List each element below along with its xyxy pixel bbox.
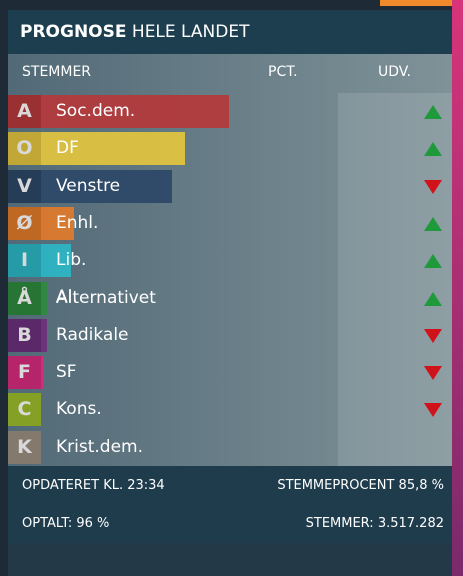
trend-arrow <box>424 179 442 194</box>
header: PROGNOSE HELE LANDET <box>8 10 452 54</box>
party-letter: Ø <box>8 206 41 240</box>
party-letter: O <box>8 132 41 166</box>
party-name: Alternativet <box>56 287 156 308</box>
column-header: STEMMER <box>22 64 92 80</box>
party-name: SF <box>56 362 77 383</box>
trend-arrow <box>424 216 442 231</box>
trend-arrow <box>424 328 442 343</box>
column-header: PCT. <box>268 64 298 80</box>
bar <box>8 95 229 128</box>
trend-arrow <box>424 105 442 119</box>
trend-arrow <box>424 254 442 269</box>
trend-arrow <box>424 403 442 418</box>
turnout: STEMMEPROCENT 85,8 % <box>277 478 444 493</box>
column-header: UDV. <box>378 64 412 80</box>
party-letter: V <box>8 169 41 203</box>
party-name: Enhl. <box>56 212 99 233</box>
party-letter: C <box>8 393 41 427</box>
party-name: Krist.dem. <box>56 436 144 457</box>
party-letter: A <box>8 95 41 128</box>
trend-arrow <box>424 366 442 381</box>
trend-arrow <box>424 142 442 157</box>
decor-edge <box>452 0 463 576</box>
party-name: DF <box>56 138 79 159</box>
party-name: Soc.dem. <box>56 101 136 121</box>
trend-arrow <box>424 291 442 306</box>
title-rest: HELE LANDET <box>131 22 250 42</box>
updated: OPDATERET KL. 23:34 <box>22 478 165 493</box>
party-letter: Å <box>8 281 41 315</box>
votes: STEMMER: 3.517.282 <box>305 516 444 531</box>
party-letter: K <box>8 430 41 464</box>
counted: OPTALT: 96 % <box>22 516 110 531</box>
party-name: Venstre <box>56 175 121 196</box>
decor-edge <box>380 0 463 6</box>
party-name: Radikale <box>56 324 129 345</box>
party-letter: B <box>8 318 41 352</box>
party-letter: I <box>8 244 41 278</box>
party-name: Lib. Al. <box>56 250 87 308</box>
footer-band <box>8 543 452 576</box>
party-name: Kons. <box>56 399 102 420</box>
title-bold: PROGNOSE <box>20 22 127 42</box>
party-letter: F <box>8 356 41 390</box>
